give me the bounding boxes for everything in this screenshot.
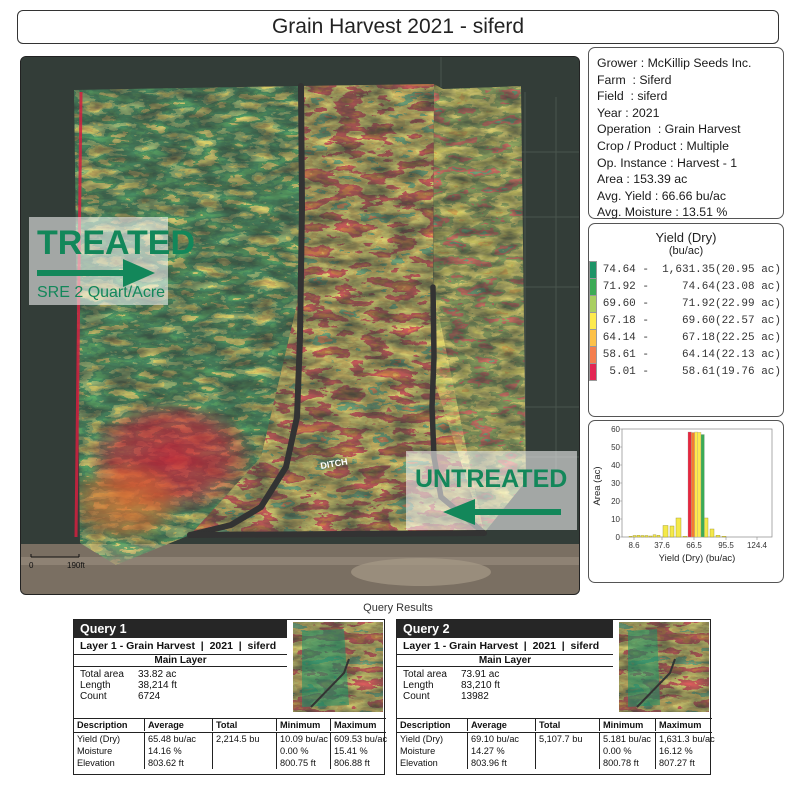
svg-text:60: 60 bbox=[611, 425, 620, 434]
svg-text:0: 0 bbox=[29, 561, 34, 570]
svg-text:SRE 2 Quart/Acre: SRE 2 Quart/Acre bbox=[37, 284, 165, 301]
svg-text:95.5: 95.5 bbox=[718, 541, 734, 550]
svg-text:Yield (Dry) (bu/ac): Yield (Dry) (bu/ac) bbox=[659, 553, 736, 564]
svg-text:8.6: 8.6 bbox=[628, 541, 640, 550]
svg-text:190ft: 190ft bbox=[67, 561, 86, 570]
svg-text:30: 30 bbox=[611, 479, 620, 488]
svg-text:UNTREATED: UNTREATED bbox=[415, 465, 567, 493]
svg-text:66.5: 66.5 bbox=[686, 541, 702, 550]
svg-text:20: 20 bbox=[611, 497, 620, 506]
svg-text:0: 0 bbox=[616, 533, 621, 542]
svg-text:50: 50 bbox=[611, 443, 620, 452]
svg-text:37.6: 37.6 bbox=[654, 541, 670, 550]
svg-text:Area (ac): Area (ac) bbox=[592, 466, 603, 505]
svg-text:40: 40 bbox=[611, 461, 620, 470]
svg-text:124.4: 124.4 bbox=[747, 541, 768, 550]
svg-text:10: 10 bbox=[611, 515, 620, 524]
svg-text:TREATED: TREATED bbox=[37, 224, 195, 262]
